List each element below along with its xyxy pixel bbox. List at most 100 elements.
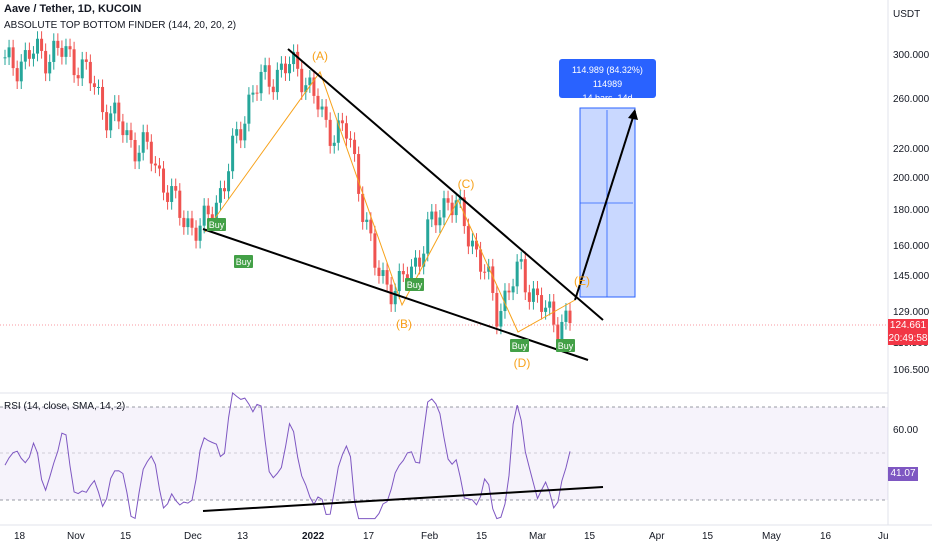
candle-body	[442, 198, 446, 218]
buy-signal[interactable]: Buy	[234, 255, 253, 268]
price-axis-label: 180.000	[893, 205, 930, 217]
currency-label: USDT	[893, 9, 921, 20]
candle-body	[487, 266, 491, 272]
candle-body	[121, 121, 125, 136]
wave-label-a: (A)	[312, 49, 328, 63]
candle-body	[283, 63, 287, 74]
candle-body	[564, 310, 568, 322]
time-axis-label: 2022	[302, 531, 325, 542]
wave-zigzag	[204, 70, 576, 333]
price-axis-label: 145.000	[893, 271, 930, 283]
candle-body	[218, 188, 222, 203]
candle-body	[499, 311, 503, 327]
candle-body	[113, 102, 117, 114]
candle-body	[446, 198, 450, 203]
candle-body	[320, 106, 324, 110]
price-axis-label: 160.000	[893, 241, 930, 253]
candle-body	[466, 226, 470, 247]
candle-body	[40, 38, 44, 51]
upper-trendline[interactable]	[287, 48, 604, 321]
time-axis-label: 15	[120, 531, 132, 542]
candle-body	[186, 218, 190, 228]
candle-body	[491, 266, 495, 293]
candle-body	[426, 219, 430, 254]
candle-body	[503, 290, 507, 312]
time-axis-label: 15	[702, 531, 714, 542]
candle-body	[560, 321, 564, 341]
time-axis-label: 15	[476, 531, 488, 542]
candle-body	[263, 65, 267, 72]
candle-body	[3, 57, 7, 59]
candle-body	[23, 50, 27, 62]
candle-body	[454, 200, 458, 216]
candle-body	[259, 71, 263, 94]
candle-body	[157, 165, 161, 169]
candle-body	[336, 120, 340, 143]
candle-body	[68, 46, 72, 50]
candle-body	[397, 271, 401, 292]
candle-body	[117, 102, 121, 122]
measure-change: 114.989 (84.32%) 114989	[572, 65, 643, 89]
candle-body	[170, 186, 174, 202]
candle-body	[495, 292, 499, 327]
candle-body	[235, 129, 239, 136]
candle-body	[312, 77, 316, 96]
candle-body	[52, 40, 56, 62]
candle-body	[475, 240, 479, 250]
time-axis-label: Mar	[529, 531, 547, 542]
rsi-title[interactable]: RSI (14, close, SMA, 14, 2)	[4, 401, 126, 412]
candle-body	[271, 86, 275, 93]
candle-body	[267, 65, 271, 87]
candle-body	[56, 40, 60, 48]
projection-line[interactable]	[574, 110, 636, 301]
candle-body	[414, 257, 418, 267]
time-axis-label: Ju	[878, 531, 889, 542]
candle-body	[202, 205, 206, 226]
candle-body	[365, 219, 369, 222]
price-axis-label: 220.000	[893, 144, 930, 156]
buy-signal[interactable]: Buy	[405, 278, 424, 291]
candle-body	[401, 271, 405, 275]
buy-signal[interactable]: Buy	[510, 339, 529, 352]
candle-body	[149, 141, 153, 164]
buy-signal-label: Buy	[558, 341, 574, 351]
symbol-title[interactable]: Aave / Tether, 1D, KUCOIN	[4, 3, 142, 15]
price-axis-label: 200.000	[893, 173, 930, 185]
candle-body	[60, 47, 64, 57]
wave-label-c: (C)	[458, 177, 475, 191]
price-axis-label: 260.000	[893, 93, 930, 105]
candle-body	[137, 152, 141, 162]
candle-body	[523, 259, 527, 293]
candle-body	[178, 190, 182, 218]
time-axis-label: Feb	[421, 531, 439, 542]
candle-body	[162, 168, 166, 193]
candle-body	[31, 53, 35, 59]
rsi-value-tag: 41.07	[888, 467, 918, 481]
candle-body	[80, 59, 84, 79]
lower-trendline[interactable]	[202, 228, 589, 361]
wave-label-e: (E)	[574, 274, 590, 288]
candle-body	[507, 290, 511, 293]
candle-body	[328, 119, 332, 146]
candle-body	[279, 63, 283, 70]
time-axis-label: 13	[237, 531, 249, 542]
candle-body	[275, 69, 279, 93]
candle-body	[409, 266, 413, 283]
candle-body	[308, 77, 312, 86]
candle-body	[389, 284, 393, 305]
candle-body	[129, 130, 133, 140]
candle-body	[222, 188, 226, 192]
candle-body	[515, 261, 519, 287]
indicator-title[interactable]: ABSOLUTE TOP BOTTOM FINDER (144, 20, 20,…	[4, 20, 237, 31]
rsi-trendline[interactable]	[202, 486, 604, 512]
candle-body	[430, 211, 434, 220]
buy-signal-label: Buy	[209, 220, 225, 230]
candle-body	[434, 211, 438, 226]
buy-signal[interactable]: Buy	[207, 218, 226, 231]
buy-signal-label: Buy	[236, 257, 252, 267]
buy-signal[interactable]: Buy	[556, 339, 575, 352]
candle-body	[231, 135, 235, 172]
candle-body	[531, 288, 535, 302]
